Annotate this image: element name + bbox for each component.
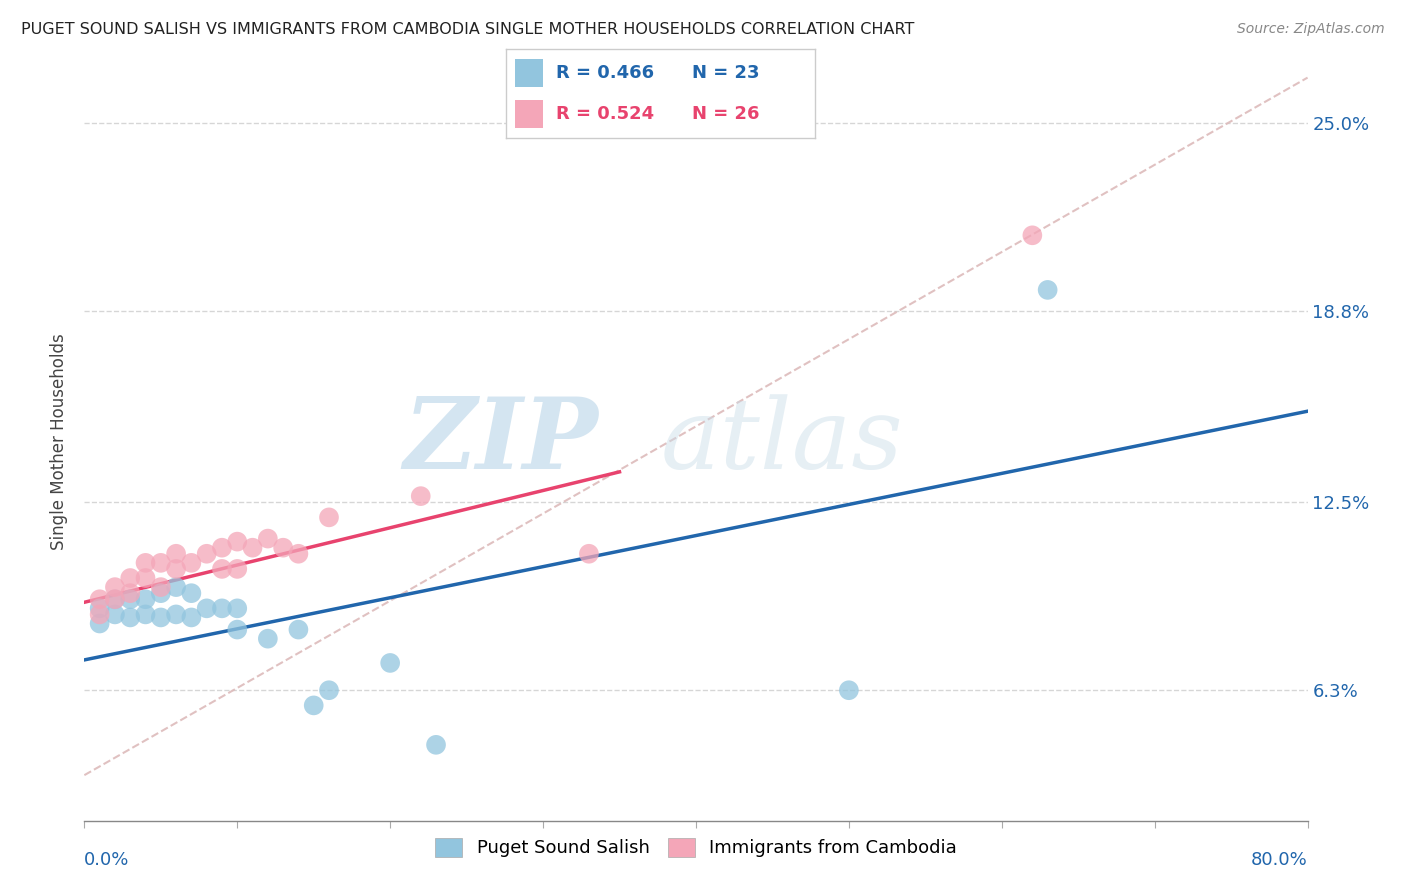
FancyBboxPatch shape (516, 100, 543, 128)
FancyBboxPatch shape (516, 59, 543, 87)
Point (104, 592, 127, 607)
Legend: Puget Sound Salish, Immigrants from Cambodia: Puget Sound Salish, Immigrants from Camb… (427, 830, 965, 864)
Point (120, 586, 142, 600)
Point (195, 547, 218, 561)
Point (302, 698, 325, 713)
Point (149, 586, 172, 600)
Point (271, 541, 294, 555)
Point (318, 510, 340, 524)
Text: ZIP: ZIP (404, 393, 598, 490)
Point (1036, 283, 1059, 297)
Point (120, 571, 142, 585)
Point (226, 601, 249, 615)
Point (242, 541, 264, 555)
Point (211, 541, 233, 555)
Point (380, 656, 402, 670)
Point (226, 562, 249, 576)
Point (89, 592, 111, 607)
Point (104, 580, 127, 594)
Text: N = 23: N = 23 (692, 64, 759, 82)
Point (180, 556, 202, 570)
Point (89, 616, 111, 631)
Point (211, 562, 233, 576)
Point (165, 562, 187, 576)
Point (135, 571, 157, 585)
Text: PUGET SOUND SALISH VS IMMIGRANTS FROM CAMBODIA SINGLE MOTHER HOUSEHOLDS CORRELAT: PUGET SOUND SALISH VS IMMIGRANTS FROM CA… (21, 22, 914, 37)
Point (149, 580, 172, 594)
Point (287, 547, 309, 561)
Point (89, 607, 111, 622)
Point (211, 601, 233, 615)
Point (318, 683, 340, 698)
Text: Source: ZipAtlas.com: Source: ZipAtlas.com (1237, 22, 1385, 37)
Point (257, 532, 280, 546)
Point (838, 683, 860, 698)
Y-axis label: Single Mother Households: Single Mother Households (51, 334, 69, 549)
Point (104, 607, 127, 622)
Point (257, 632, 280, 646)
Point (226, 623, 249, 637)
Point (135, 556, 157, 570)
Point (409, 489, 432, 503)
Point (425, 738, 447, 752)
Point (120, 610, 142, 624)
Point (149, 610, 172, 624)
Point (180, 610, 202, 624)
Point (165, 547, 187, 561)
Point (104, 592, 127, 607)
Text: atlas: atlas (661, 394, 903, 489)
Point (226, 534, 249, 549)
Point (120, 592, 142, 607)
Point (89, 601, 111, 615)
Point (578, 547, 600, 561)
Text: 80.0%: 80.0% (1251, 851, 1308, 869)
Text: N = 26: N = 26 (692, 105, 759, 123)
Point (180, 586, 202, 600)
Point (135, 607, 157, 622)
Text: R = 0.524: R = 0.524 (555, 105, 654, 123)
Point (149, 556, 172, 570)
Point (195, 601, 218, 615)
Point (165, 607, 187, 622)
Point (135, 592, 157, 607)
Point (1021, 228, 1043, 243)
Text: R = 0.466: R = 0.466 (555, 64, 654, 82)
Point (287, 623, 309, 637)
Text: 0.0%: 0.0% (84, 851, 129, 869)
Point (165, 580, 187, 594)
